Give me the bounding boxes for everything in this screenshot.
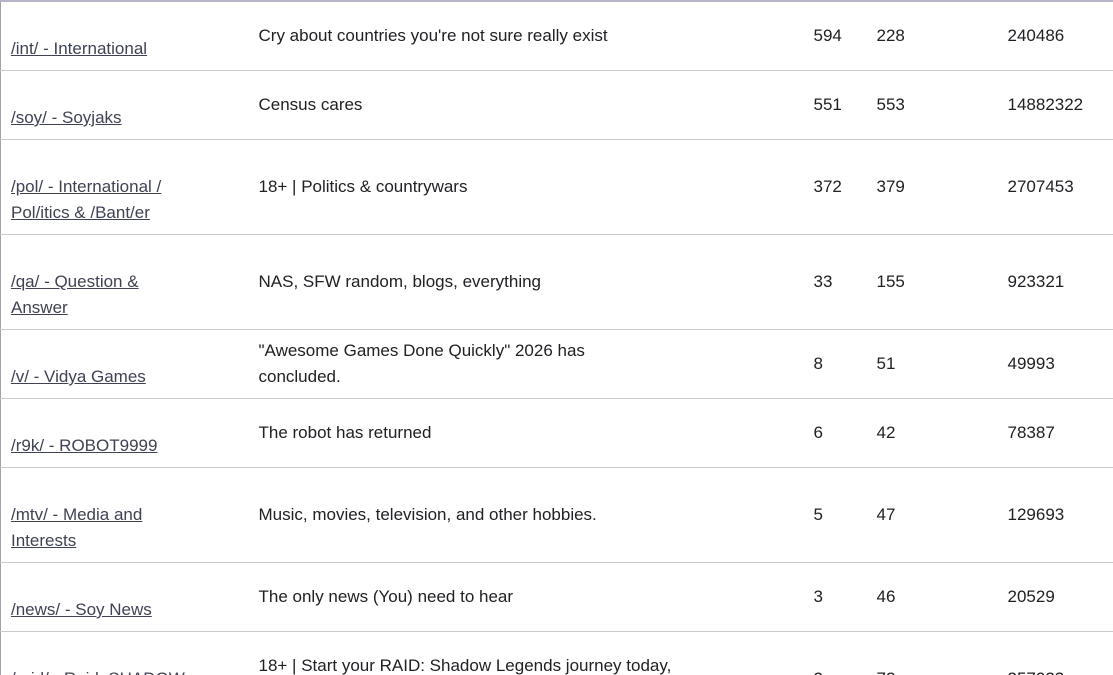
board-stat-3: 14882322 (993, 70, 1113, 140)
board-stat-3: 78387 (993, 398, 1113, 468)
board-stat-2: 51 (863, 329, 994, 399)
board-description: Music, movies, television, and other hob… (248, 467, 801, 563)
board-stat-1: 6 (800, 398, 864, 468)
board-link[interactable]: /qa/ - Question & Answer (11, 272, 139, 317)
board-link[interactable]: /news/ - Soy News (11, 600, 152, 619)
board-stat-3: 129693 (993, 467, 1113, 563)
board-stat-3: 20529 (993, 562, 1113, 632)
board-description: NAS, SFW random, blogs, everything (248, 234, 801, 330)
board-description: The robot has returned (248, 398, 801, 468)
board-link-cell: /int/ - International (1, 1, 249, 71)
board-link[interactable]: /v/ - Vidya Games (11, 367, 146, 386)
board-stat-1: 33 (800, 234, 864, 330)
board-link[interactable]: /int/ - International (11, 39, 148, 58)
board-stat-2: 228 (876, 26, 905, 45)
board-description: 18+ | Politics & countrywars (248, 139, 801, 235)
board-link[interactable]: /raid/ - Raid: SHADOW LEGENDS (11, 669, 185, 675)
board-stat-1: 2 (800, 631, 864, 675)
board-stat-1: 551 (800, 70, 864, 140)
board-stat-1: 3 (800, 562, 864, 632)
board-stat-2: 47 (863, 467, 994, 563)
board-stat-2: 42 (863, 398, 994, 468)
board-stat-1: 8 (800, 329, 864, 399)
board-stat-2: 155 (863, 234, 994, 330)
board-stat-1: 372 (800, 139, 864, 235)
board-link[interactable]: /mtv/ - Media and Interests (11, 505, 143, 550)
table-row: /qa/ - Question & Answer NAS, SFW random… (0, 234, 1113, 330)
board-stat-3: 240486 (1007, 26, 1065, 45)
board-stat-2: 72 (863, 631, 994, 675)
board-description: "Awesome Games Done Quickly" 2026 has co… (248, 329, 801, 399)
table-row: /v/ - Vidya Games "Awesome Games Done Qu… (0, 329, 1113, 399)
board-stat-3: 923321 (993, 234, 1113, 330)
board-stat-2: 553 (863, 70, 994, 140)
board-link-cell: /r9k/ - ROBOT9999 (0, 398, 249, 468)
table-row: /soy/ - Soyjaks Census cares 551 553 148… (0, 70, 1113, 140)
board-stat-1: 594 (813, 26, 842, 45)
table-row: /int/ - International Cry about countrie… (1, 1, 1113, 71)
board-link[interactable]: /soy/ - Soyjaks (11, 108, 122, 127)
table-row: /pol/ - International / Pol/itics & /Ban… (0, 139, 1113, 235)
board-stat-2: 46 (863, 562, 994, 632)
table-row: /mtv/ - Media and Interests Music, movie… (0, 467, 1113, 563)
board-description: Cry about countries you're not sure real… (258, 26, 608, 45)
table-row: /news/ - Soy News The only news (You) ne… (0, 562, 1113, 632)
board-stat-3: 2707453 (993, 139, 1113, 235)
board-link-cell: /mtv/ - Media and Interests (0, 467, 249, 563)
board-description: 18+ | Start your RAID: Shadow Legends jo… (248, 631, 801, 675)
table-row: /r9k/ - ROBOT9999 The robot has returned… (0, 398, 1113, 468)
board-stat-2: 379 (863, 139, 994, 235)
board-stat-1: 5 (800, 467, 864, 563)
table-row: /raid/ - Raid: SHADOW LEGENDS 18+ | Star… (0, 631, 1113, 675)
board-link[interactable]: /r9k/ - ROBOT9999 (11, 436, 158, 455)
board-description: The only news (You) need to hear (248, 562, 801, 632)
board-stat-3: 49993 (993, 329, 1113, 399)
board-link[interactable]: /pol/ - International / Pol/itics & /Ban… (11, 177, 162, 222)
board-link-cell: /v/ - Vidya Games (0, 329, 249, 399)
board-link-cell: /pol/ - International / Pol/itics & /Ban… (0, 139, 249, 235)
board-link-cell: /soy/ - Soyjaks (0, 70, 249, 140)
board-link-cell: /qa/ - Question & Answer (0, 234, 249, 330)
board-description: Census cares (248, 70, 801, 140)
board-link-cell: /raid/ - Raid: SHADOW LEGENDS (0, 631, 249, 675)
board-link-cell: /news/ - Soy News (0, 562, 249, 632)
board-stat-3: 257023 (993, 631, 1113, 675)
